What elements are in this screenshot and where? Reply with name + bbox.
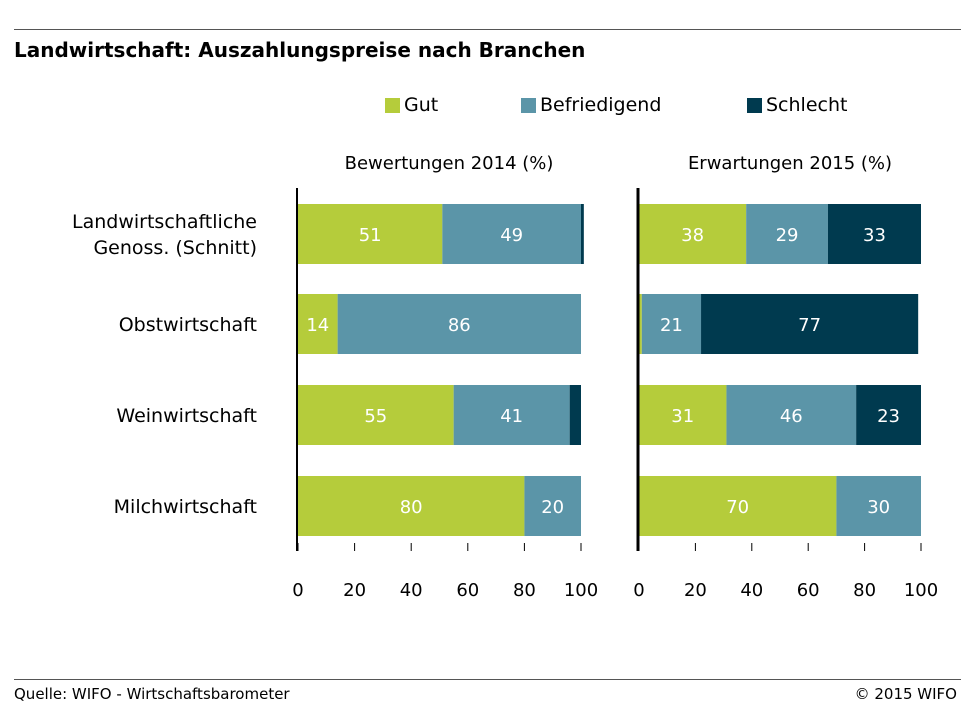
panel-title: Bewertungen 2014 (%) xyxy=(345,153,554,174)
bar-segment xyxy=(442,204,581,264)
legend-label-gut: Gut xyxy=(404,94,439,116)
bar-segment xyxy=(639,294,642,354)
legend-item-befriedigend: Befriedigend xyxy=(521,94,661,116)
bar-segment xyxy=(639,476,837,536)
legend-item-gut: Gut xyxy=(385,94,438,116)
bar-segment xyxy=(298,476,525,536)
category-label: Milchwirtschaft xyxy=(114,496,257,518)
category-label: Weinwirtschaft xyxy=(116,405,257,427)
tick-label: 80 xyxy=(513,580,536,601)
legend-label-schlecht: Schlecht xyxy=(766,94,848,116)
bar-segment xyxy=(298,385,454,445)
data-label: 23 xyxy=(877,406,900,427)
tick-label: 40 xyxy=(740,580,763,601)
data-label: 46 xyxy=(780,406,803,427)
legend: Gut Befriedigend Schlecht xyxy=(0,94,961,122)
data-label: 86 xyxy=(448,315,471,336)
bar-segment xyxy=(337,294,581,354)
legend-label-befriedigend: Befriedigend xyxy=(540,94,662,116)
bar-segment xyxy=(856,385,921,445)
bar-segment xyxy=(726,385,857,445)
tick-label: 20 xyxy=(343,580,366,601)
data-label: 21 xyxy=(660,315,683,336)
top-rule xyxy=(14,29,961,30)
data-label: 33 xyxy=(863,225,886,246)
tick-label: 0 xyxy=(292,580,303,601)
tick-label: 40 xyxy=(400,580,423,601)
bar-segment xyxy=(298,294,338,354)
legend-swatch-befriedigend xyxy=(521,97,536,113)
bar-segment xyxy=(639,204,747,264)
bar-segment xyxy=(641,294,702,354)
legend-item-schlecht: Schlecht xyxy=(747,94,847,116)
source-note: Quelle: WIFO - Wirtschaftsbarometer xyxy=(14,685,290,703)
copyright-note: © 2015 WIFO xyxy=(854,685,957,703)
data-label: 29 xyxy=(776,225,799,246)
bottom-rule xyxy=(14,679,961,680)
data-label: 41 xyxy=(500,406,523,427)
data-label: 49 xyxy=(500,225,523,246)
tick-label: 0 xyxy=(633,580,644,601)
bar-segment xyxy=(581,204,584,264)
tick-label: 100 xyxy=(564,580,598,601)
tick-label: 60 xyxy=(456,580,479,601)
legend-swatch-gut xyxy=(385,97,400,113)
data-label: 20 xyxy=(541,497,564,518)
data-label: 38 xyxy=(681,225,704,246)
axis-line xyxy=(636,188,640,551)
data-label: 30 xyxy=(867,497,890,518)
bar-segment xyxy=(701,294,919,354)
panel-title: Erwartungen 2015 (%) xyxy=(688,153,892,174)
category-label: Landwirtschaftliche xyxy=(72,211,257,233)
tick-label: 100 xyxy=(904,580,938,601)
bar-segment xyxy=(639,385,727,445)
bar-segment xyxy=(746,204,828,264)
bar-segment xyxy=(298,204,443,264)
category-label: Obstwirtschaft xyxy=(119,314,257,336)
tick-label: 20 xyxy=(684,580,707,601)
bar-segment xyxy=(836,476,921,536)
data-label: 70 xyxy=(726,497,749,518)
tick-label: 60 xyxy=(797,580,820,601)
tick-label: 80 xyxy=(853,580,876,601)
bar-segment xyxy=(453,385,570,445)
data-label: 14 xyxy=(306,315,329,336)
bar-segment xyxy=(827,204,921,264)
bar-segment xyxy=(569,385,581,445)
data-label: 55 xyxy=(364,406,387,427)
category-label: Genoss. (Schnitt) xyxy=(93,237,257,259)
bar-segment xyxy=(524,476,581,536)
chart-title: Landwirtschaft: Auszahlungspreise nach B… xyxy=(14,38,586,62)
data-label: 80 xyxy=(400,497,423,518)
axis-line xyxy=(296,188,298,551)
data-label: 31 xyxy=(671,406,694,427)
data-label: 51 xyxy=(359,225,382,246)
legend-swatch-schlecht xyxy=(747,97,762,113)
data-label: 77 xyxy=(798,315,821,336)
